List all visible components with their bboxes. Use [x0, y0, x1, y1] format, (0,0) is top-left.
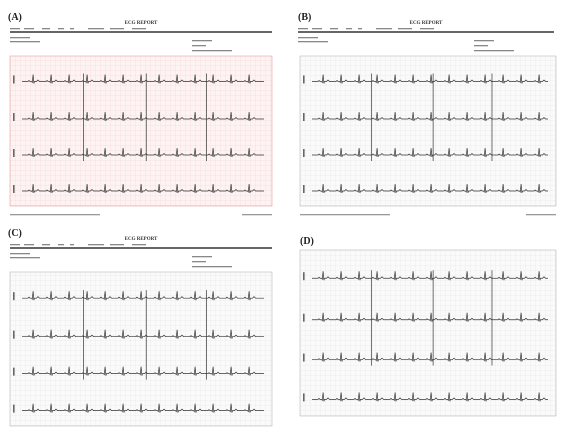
header-text [10, 41, 40, 42]
lead-label [303, 272, 305, 280]
header-text [70, 244, 74, 245]
header-text [298, 37, 318, 38]
lead-label [303, 149, 305, 157]
header-text [24, 244, 34, 245]
header-text [192, 266, 232, 267]
lead-label [13, 149, 15, 157]
header-text [474, 40, 494, 41]
lead-label [303, 113, 305, 121]
report-title: ECG REPORT [125, 21, 158, 26]
lead-label [13, 76, 15, 84]
footer-text [526, 214, 556, 215]
footer-text [300, 214, 390, 215]
header-text [358, 28, 362, 29]
header-text [10, 253, 30, 254]
header-text [10, 257, 40, 258]
header-text [10, 37, 30, 38]
footer-text [242, 214, 272, 215]
panel-label: (B) [298, 12, 311, 23]
ecg-panel: (A) ECG REPORT [8, 12, 272, 215]
lead-label [303, 354, 305, 362]
header-text [192, 50, 232, 51]
panel-label: (D) [300, 236, 314, 247]
ecg-panel: (B) ECG REPORT [298, 12, 556, 215]
lead-label [303, 76, 305, 84]
header-text [420, 28, 434, 29]
header-text [132, 28, 146, 29]
lead-label [13, 185, 15, 193]
lead-label [13, 405, 15, 413]
header-text [192, 256, 212, 257]
footer-text [10, 214, 100, 215]
header-text [132, 244, 146, 245]
header-text [474, 45, 488, 46]
report-title: ECG REPORT [125, 237, 158, 242]
header-text [398, 28, 412, 29]
header-text [88, 244, 104, 245]
lead-label [13, 331, 15, 339]
header-text [298, 41, 328, 42]
ecg-panel: (D) [300, 236, 556, 416]
report-title: ECG REPORT [410, 21, 443, 26]
lead-label [13, 113, 15, 121]
header-text [474, 50, 514, 51]
lead-label [303, 314, 305, 322]
panel-label: (A) [8, 12, 22, 23]
header-text [58, 28, 64, 29]
header-text [42, 244, 50, 245]
header-text [312, 28, 322, 29]
header-text [298, 28, 308, 29]
ecg-grid [300, 250, 556, 416]
header-text [346, 28, 352, 29]
header-text [10, 244, 20, 245]
lead-label [13, 368, 15, 376]
ecg-panel: (C) ECG REPORT [8, 228, 272, 426]
header-text [110, 28, 124, 29]
lead-label [303, 185, 305, 193]
figure: (A)ECG REPORT(B)ECG REPORT(C)ECG REPORT(… [0, 0, 562, 432]
lead-label [13, 292, 15, 300]
lead-label [303, 393, 305, 401]
header-text [88, 28, 104, 29]
panel-label: (C) [8, 228, 22, 239]
header-text [330, 28, 338, 29]
header-text [110, 244, 124, 245]
header-text [24, 28, 34, 29]
header-text [192, 45, 206, 46]
header-text [58, 244, 64, 245]
header-text [10, 28, 20, 29]
header-text [42, 28, 50, 29]
header-text [376, 28, 392, 29]
header-text [70, 28, 74, 29]
ecg-grid [300, 56, 556, 206]
header-text [192, 40, 212, 41]
header-text [192, 261, 206, 262]
